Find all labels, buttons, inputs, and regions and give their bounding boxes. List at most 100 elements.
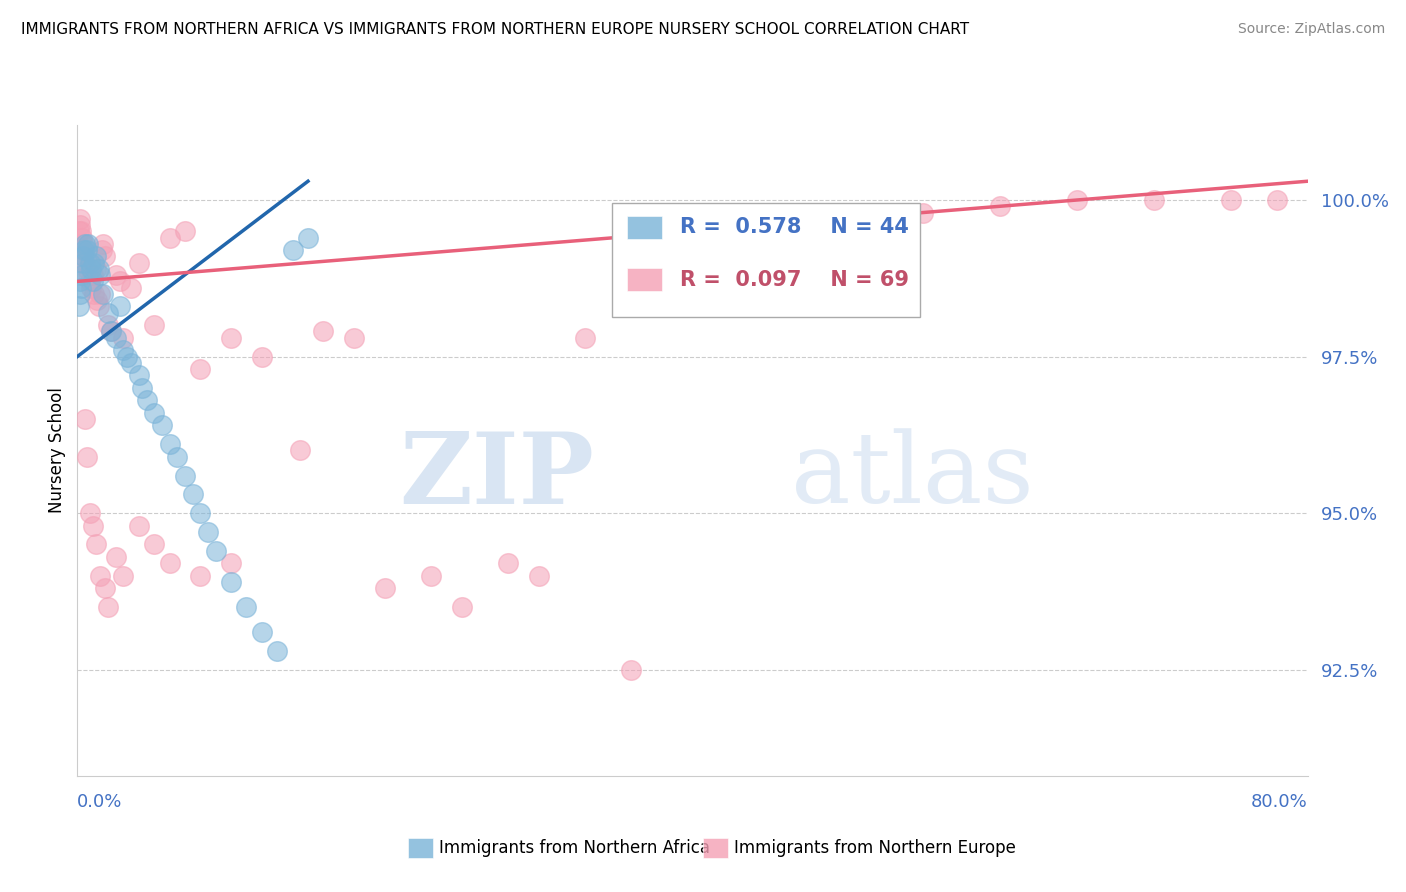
Point [86,293,108,308]
Point [100,325,122,339]
Point [159,437,181,451]
Point [574,331,596,345]
Point [420,568,443,582]
Point [115,350,138,364]
Point [80,281,103,295]
Point [69,274,91,288]
Point [89,568,111,582]
Point [79,506,101,520]
Point [83,287,105,301]
Point [67,300,90,314]
Point [758,218,780,232]
Point [235,599,257,614]
Point [297,230,319,244]
Point [97,318,120,333]
Point [73,255,96,269]
Point [250,625,273,640]
Point [73,243,96,257]
Point [204,543,226,558]
Text: Immigrants from Northern Africa: Immigrants from Northern Africa [439,839,710,857]
Point [104,549,127,564]
Point [76,243,98,257]
Point [90,243,114,257]
Point [150,418,173,433]
Point [1143,193,1166,207]
Point [94,249,117,263]
Point [79,255,101,269]
Point [69,218,91,232]
Point [219,331,242,345]
Point [82,268,104,282]
Point [250,350,273,364]
Bar [627,268,662,291]
Point [266,644,288,658]
Point [72,243,94,257]
Point [135,393,157,408]
Point [112,331,135,345]
Y-axis label: Nursery School: Nursery School [48,387,66,514]
Point [104,268,127,282]
Text: atlas: atlas [792,429,1033,524]
Point [128,518,150,533]
Point [120,281,142,295]
Text: 0.0%: 0.0% [77,793,122,811]
Point [110,274,132,288]
Point [73,412,96,426]
Text: 80.0%: 80.0% [1251,793,1308,811]
Point [188,362,212,376]
Point [69,211,91,226]
Point [87,300,110,314]
Point [290,443,312,458]
Point [70,230,93,244]
Point [73,236,96,251]
Bar [627,216,662,239]
Point [143,318,166,333]
Point [93,236,115,251]
Point [89,287,111,301]
Point [1066,193,1088,207]
Point [496,556,519,570]
Point [72,249,94,263]
Point [343,331,366,345]
Point [159,230,181,244]
Point [100,325,122,339]
Point [97,306,120,320]
Point [120,356,142,370]
Text: IMMIGRANTS FROM NORTHERN AFRICA VS IMMIGRANTS FROM NORTHERN EUROPE NURSERY SCHOO: IMMIGRANTS FROM NORTHERN AFRICA VS IMMIG… [21,22,969,37]
Point [73,249,96,263]
Point [128,368,150,383]
Point [988,199,1011,213]
Point [450,599,472,614]
Text: Immigrants from Northern Europe: Immigrants from Northern Europe [734,839,1015,857]
Point [219,574,242,589]
Point [87,261,110,276]
Point [682,224,704,238]
Point [174,224,197,238]
Point [1219,193,1241,207]
Point [93,287,115,301]
Point [77,236,100,251]
Point [219,556,242,570]
Point [70,281,93,295]
Point [82,274,104,288]
Point [76,450,98,464]
Point [181,487,204,501]
Text: R =  0.578    N = 44: R = 0.578 N = 44 [681,217,910,237]
Point [174,468,197,483]
Point [72,255,94,269]
Point [77,268,100,282]
Point [112,568,135,582]
Point [94,581,117,595]
Point [84,537,107,551]
Point [84,249,107,263]
Point [312,325,335,339]
Point [143,406,166,420]
Point [83,255,105,269]
Point [70,224,93,238]
Point [143,537,166,551]
Point [79,274,101,288]
Point [84,261,107,276]
Point [112,343,135,358]
Point [188,568,212,582]
Point [104,331,127,345]
